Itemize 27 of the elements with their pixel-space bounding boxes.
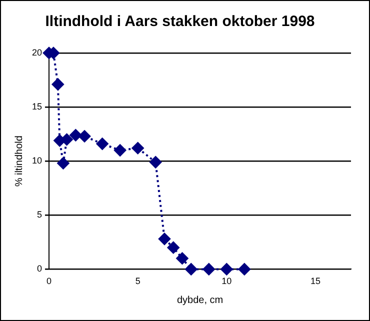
y-axis-title: % iltindhold <box>14 136 25 187</box>
point <box>185 263 198 276</box>
chart-title: Iltindhold i Aars stakken oktober 1998 <box>45 13 315 30</box>
y-tick-label: 0 <box>36 264 42 274</box>
point <box>150 156 162 168</box>
point <box>78 130 91 142</box>
point <box>167 242 180 254</box>
point <box>96 138 108 150</box>
point <box>238 263 250 276</box>
point <box>202 263 215 276</box>
x-tick-label: 15 <box>310 276 320 286</box>
point <box>70 129 82 142</box>
point <box>132 142 144 154</box>
point <box>220 263 233 276</box>
point <box>176 252 188 264</box>
point <box>158 232 170 245</box>
x-axis-title: dybde, cm <box>176 294 224 306</box>
point <box>114 144 126 156</box>
x-tick-label: 10 <box>222 276 232 286</box>
point <box>57 157 70 170</box>
y-tick-label: 10 <box>32 156 42 166</box>
y-tick-label: 15 <box>32 102 42 112</box>
x-tick-label: 5 <box>135 276 140 286</box>
y-tick-label: 20 <box>32 47 42 58</box>
x-tick-label: 0 <box>46 276 52 286</box>
point <box>52 78 64 90</box>
y-tick-label: 5 <box>36 210 42 220</box>
